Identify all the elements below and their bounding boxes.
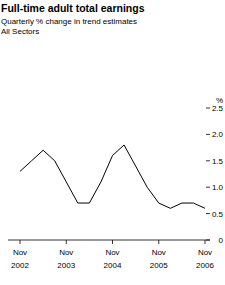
y-tick-label: 0 [219, 236, 224, 245]
x-tick-label: Nov 2005 [150, 248, 168, 270]
y-tick-label: 0.5 [212, 210, 224, 219]
x-tick-label-line: Nov [13, 248, 27, 257]
x-tick [66, 240, 67, 244]
chart: Full-time adult total earnings Quarterly … [0, 0, 225, 285]
x-tick-label: Nov 2004 [104, 248, 122, 270]
x-tick-label-line: Nov [152, 248, 166, 257]
x-tick-label-line: 2006 [196, 261, 214, 270]
x-tick-label-line: 2003 [57, 261, 75, 270]
x-tick-label: Nov 2002 [11, 248, 29, 270]
y-tick-label: 1.0 [212, 183, 224, 192]
x-axis [8, 240, 210, 241]
y-tick-label: 2.5 [212, 104, 224, 113]
x-tick-label-line: 2002 [11, 261, 29, 270]
y-tick [206, 108, 210, 109]
plot-area [20, 145, 205, 208]
title: Full-time adult total earnings [1, 2, 145, 14]
y-tick-label: 2.0 [212, 130, 224, 139]
x-tick-label-line: 2005 [150, 261, 168, 270]
y-tick-label: 1.5 [212, 157, 224, 166]
x-tick [158, 240, 159, 244]
x-tick [20, 240, 21, 244]
y-tick [206, 160, 210, 161]
subtitle: All Sectors [1, 27, 39, 36]
x-tick-label: Nov 2003 [57, 248, 75, 270]
x-tick [112, 240, 113, 244]
x-tick-label-line: Nov [105, 248, 119, 257]
x-tick-label-line: Nov [59, 248, 73, 257]
subtitle: Quarterly % change in trend estimates [1, 17, 137, 26]
y-tick [206, 187, 210, 188]
x-tick-label: Nov 2006 [196, 248, 214, 270]
y-tick [206, 134, 210, 135]
x-tick-label-line: 2004 [104, 261, 122, 270]
x-tick [205, 240, 206, 244]
x-tick-label-line: Nov [198, 248, 212, 257]
line [20, 145, 205, 208]
y-tick [206, 213, 210, 214]
